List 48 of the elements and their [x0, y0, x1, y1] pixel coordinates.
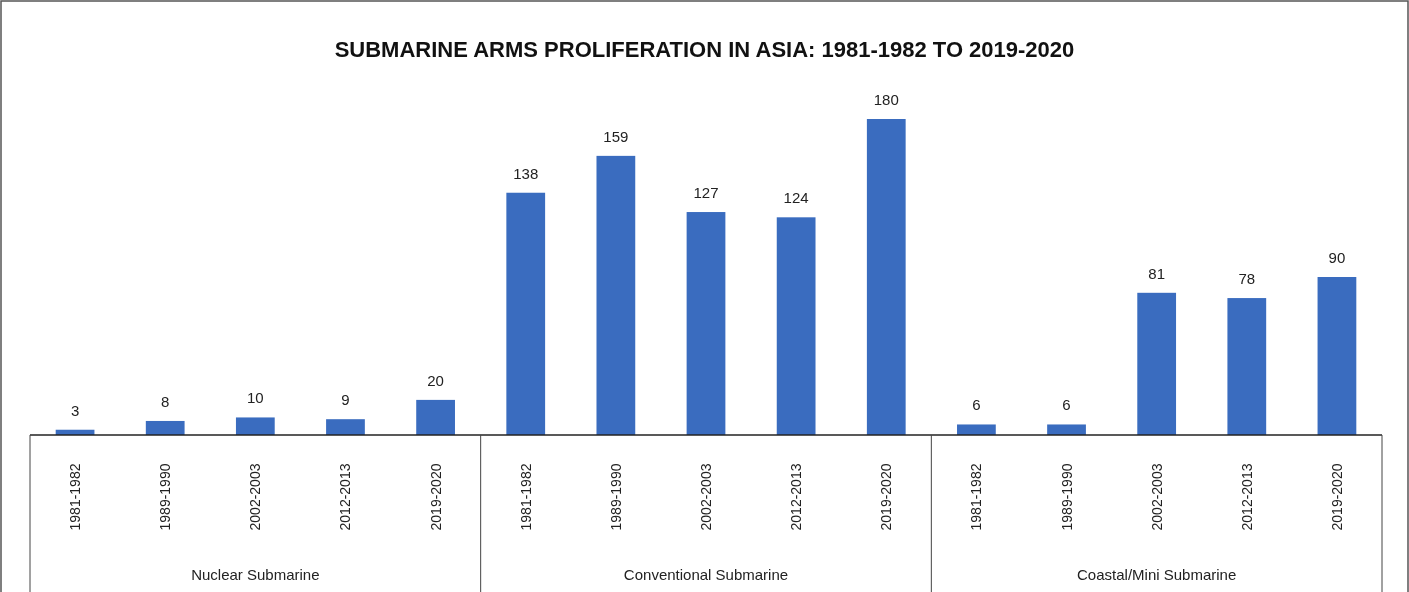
data-label: 159: [603, 127, 629, 145]
bar: [776, 217, 816, 435]
x-tick-label: 2012-2013: [337, 463, 354, 531]
bar: [1317, 277, 1357, 435]
bar: [1137, 292, 1177, 435]
bar: [1047, 424, 1086, 435]
data-label: 6: [972, 396, 981, 414]
x-tick-label: 2002-2003: [698, 463, 714, 531]
data-label: 124: [783, 189, 809, 207]
bar: [235, 417, 275, 435]
bar: [957, 424, 996, 435]
x-tick-label: 2002-2003: [247, 463, 264, 531]
bar: [686, 212, 726, 435]
text: Conventional Submarine: [623, 566, 789, 583]
x-tick-label: 2019-2020: [1328, 463, 1345, 531]
x-tick-label: 1989-1990: [1058, 463, 1075, 531]
data-label: 3: [70, 401, 80, 419]
bar: [506, 192, 546, 435]
x-tick-label: 2002-2003: [1148, 463, 1165, 531]
x-tick-label: 1981-1982: [517, 463, 534, 531]
data-label: 8: [161, 392, 170, 410]
data-label: 138: [513, 164, 539, 182]
x-tick-label: 2012-2013: [1238, 463, 1255, 531]
x-tick-label: 1989-1990: [607, 463, 624, 531]
chart-title: SUBMARINE ARMS PROLIFERATION IN ASIA: 1981-1982 TO 2019-2020: [334, 37, 1075, 62]
x-tick-label: 2012-2013: [788, 463, 805, 531]
x-tick-label: 2019-2020: [878, 463, 895, 531]
text: Nuclear Submarine: [191, 566, 320, 583]
x-tick-label: 1981-1982: [968, 463, 985, 531]
bar: [596, 155, 636, 435]
x-tick-label: 1981-1982: [67, 463, 84, 531]
bar: [866, 119, 906, 435]
x-tick-label: 2019-2020: [427, 463, 444, 531]
data-label: 9: [341, 391, 350, 409]
bar: [1227, 298, 1267, 435]
bar: [416, 399, 455, 435]
x-tick-label: 1989-1990: [157, 463, 174, 531]
bar: [145, 420, 185, 435]
data-label: 127: [693, 184, 719, 202]
data-label: 81: [1148, 264, 1166, 282]
text: Coastal/Mini Submarine: [1077, 566, 1237, 583]
data-label: 10: [246, 389, 264, 407]
data-label: 6: [1062, 396, 1071, 414]
data-label: 20: [427, 371, 444, 389]
data-label: 78: [1238, 270, 1256, 288]
data-label: 180: [873, 91, 899, 108]
data-label: 90: [1328, 249, 1346, 266]
bar: [326, 419, 365, 435]
